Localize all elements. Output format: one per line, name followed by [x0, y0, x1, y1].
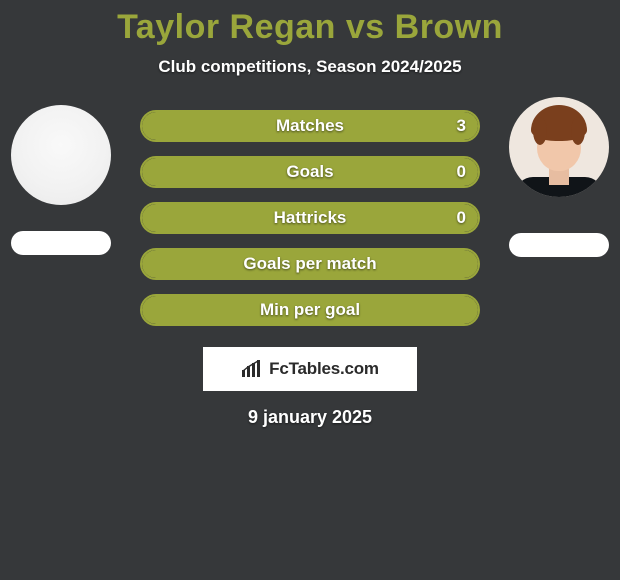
footer-date: 9 january 2025	[0, 407, 620, 428]
stat-pill: Goals per match	[140, 248, 480, 280]
stats-block: Matches 3 Goals 0 Hattricks 0 Goals per match M…	[0, 103, 620, 333]
stat-pill: Goals 0	[140, 156, 480, 188]
stat-pill: Hattricks 0	[140, 202, 480, 234]
stat-value-right: 0	[457, 208, 466, 228]
stat-label: Goals	[286, 162, 333, 182]
stat-row: Hattricks 0	[0, 195, 620, 241]
stat-label: Matches	[276, 116, 344, 136]
stat-label: Goals per match	[243, 254, 376, 274]
page-subtitle: Club competitions, Season 2024/2025	[0, 57, 620, 77]
stat-label: Min per goal	[260, 300, 360, 320]
stat-rows: Matches 3 Goals 0 Hattricks 0 Goals per match M…	[0, 103, 620, 333]
stat-row: Goals per match	[0, 241, 620, 287]
branding-text: FcTables.com	[269, 359, 379, 379]
branding-box: FcTables.com	[203, 347, 417, 391]
stat-value-right: 3	[457, 116, 466, 136]
stat-pill: Matches 3	[140, 110, 480, 142]
stat-pill: Min per goal	[140, 294, 480, 326]
page-title: Taylor Regan vs Brown	[0, 8, 620, 47]
bar-chart-icon	[241, 360, 263, 378]
comparison-card: Taylor Regan vs Brown Club competitions,…	[0, 0, 620, 580]
stat-row: Min per goal	[0, 287, 620, 333]
stat-value-right: 0	[457, 162, 466, 182]
stat-row: Goals 0	[0, 149, 620, 195]
stat-row: Matches 3	[0, 103, 620, 149]
stat-label: Hattricks	[274, 208, 347, 228]
content-area: Taylor Regan vs Brown Club competitions,…	[0, 0, 620, 580]
